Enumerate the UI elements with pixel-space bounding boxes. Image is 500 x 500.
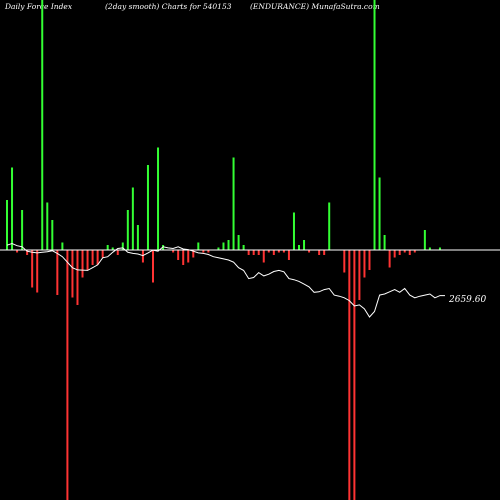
force-bar [21, 210, 24, 250]
force-bar [272, 250, 275, 255]
force-bar [403, 250, 406, 253]
last-value-label: 2659.60 [448, 295, 486, 305]
force-bar [172, 250, 175, 253]
force-bar [187, 250, 190, 263]
force-bar [438, 247, 441, 250]
force-bar [131, 187, 134, 250]
force-bar [81, 250, 84, 278]
force-bar [76, 250, 79, 305]
force-bar [96, 250, 99, 265]
force-bar [428, 247, 431, 250]
force-bar [111, 247, 114, 250]
force-bar [177, 250, 180, 260]
force-bar [298, 245, 300, 250]
force-bar [328, 202, 331, 250]
force-bar [121, 242, 124, 250]
force-bar [36, 250, 39, 293]
force-bar [66, 250, 69, 500]
force-bar [126, 210, 129, 250]
force-bar [277, 250, 280, 253]
force-bar [388, 250, 391, 268]
force-bar [267, 250, 270, 253]
force-bar [86, 250, 89, 270]
force-bar [106, 245, 109, 250]
force-bar [41, 0, 44, 250]
force-bar [398, 250, 401, 255]
force-bar [323, 250, 326, 255]
force-bar [363, 250, 366, 278]
force-bar [408, 250, 411, 255]
force-bar [262, 250, 265, 263]
force-bar [182, 250, 185, 265]
force-bar [11, 167, 14, 250]
force-bar [207, 250, 210, 253]
force-bar [373, 0, 376, 250]
force-bar [282, 250, 285, 253]
force-bar [146, 165, 149, 250]
force-bar [136, 225, 139, 250]
force-bar [368, 250, 371, 270]
force-bar [232, 157, 235, 250]
force-bar [202, 250, 205, 253]
force-bar [227, 240, 230, 250]
force-bar [16, 250, 19, 253]
force-bar [423, 230, 426, 250]
force-bar [116, 250, 119, 255]
force-bar [71, 250, 74, 298]
force-bar [61, 242, 64, 250]
force-bars [6, 0, 441, 500]
force-bar [152, 250, 154, 283]
force-bar [303, 240, 306, 250]
force-bar [56, 250, 59, 295]
force-bar [247, 250, 250, 255]
force-bar [237, 235, 240, 250]
force-bar [217, 247, 220, 250]
force-bar [26, 250, 29, 255]
force-bar [287, 250, 290, 260]
force-bar [252, 250, 255, 255]
force-bar [393, 250, 396, 258]
force-bar [292, 212, 295, 250]
force-bar [308, 250, 311, 253]
force-bar [257, 250, 260, 255]
header-left-text: Daily Force Index [4, 2, 73, 11]
header-right-text: (ENDURANCE) MunafaSutra.com [250, 2, 380, 11]
force-bar [197, 242, 200, 250]
force-bar [378, 177, 381, 250]
force-bar [343, 250, 346, 273]
force-bar [318, 250, 321, 255]
force-bar [242, 245, 245, 250]
force-bar [348, 250, 351, 500]
force-bar [141, 250, 144, 263]
force-bar [6, 200, 8, 250]
force-bar [192, 250, 195, 258]
force-bar [91, 250, 94, 265]
force-bar [222, 242, 225, 250]
force-bar [51, 220, 54, 250]
force-bar [46, 202, 49, 250]
force-bar [358, 250, 361, 300]
force-bar [353, 250, 356, 500]
force-bar [162, 245, 165, 250]
force-bar [101, 250, 104, 258]
force-bar [31, 250, 34, 288]
header-middle-text: (2day smooth) Charts for 540153 [105, 2, 232, 11]
force-bar [413, 250, 416, 253]
force-bar [383, 235, 386, 250]
smooth-line [6, 242, 445, 318]
force-bar [157, 147, 160, 250]
